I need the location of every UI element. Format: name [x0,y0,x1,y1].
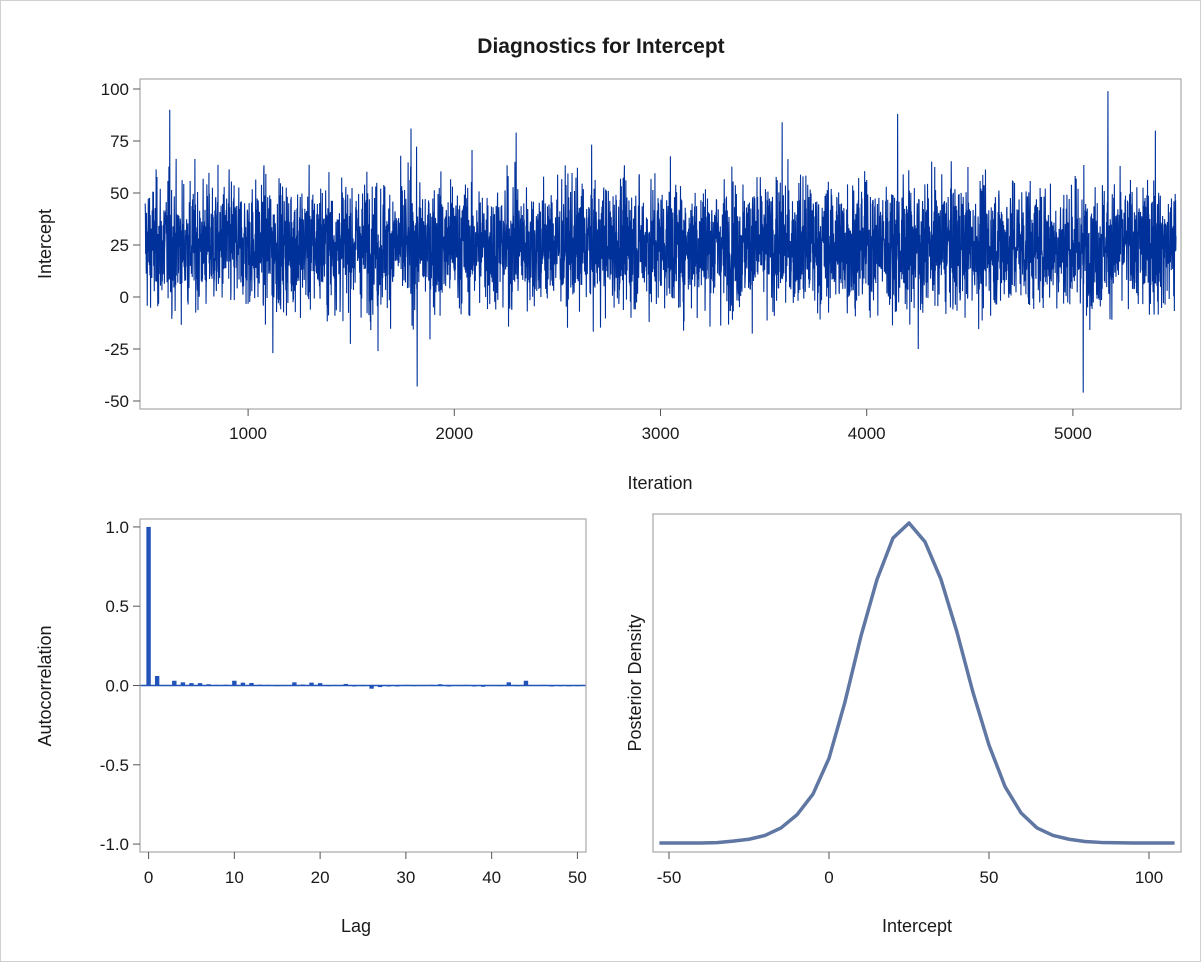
autocorrelation-x-tick-label: 40 [482,868,501,887]
autocorrelation-bar [180,682,186,686]
trace-line [144,91,1177,393]
autocorrelation-x-axis: 0 10 20 30 40 50 [144,852,587,887]
autocorrelation-bar [292,682,297,686]
trace-y-tick-label: 75 [110,132,129,151]
autocorrelation-y-tick-label: 0.0 [105,677,129,696]
trace-x-axis-label: Iteration [627,473,692,493]
posterior-density-panel: -50 0 50 100 Intercept Posterior Density [625,513,1182,936]
trace-y-tick-label: -50 [104,392,129,411]
autocorrelation-bars [146,526,580,689]
autocorrelation-bar [309,682,314,686]
posterior-density-curve [659,521,1175,845]
posterior-density-x-tick-label: 0 [824,868,833,887]
autocorrelation-y-axis-label: Autocorrelation [35,625,55,746]
trace-y-tick-label: -25 [104,340,129,359]
posterior-density-x-tick-label: 100 [1135,868,1163,887]
autocorrelation-y-tick-label: 0.5 [105,597,129,616]
autocorrelation-bar [154,675,160,686]
autocorrelation-x-tick-label: 10 [225,868,244,887]
trace-y-tick-label: 25 [110,236,129,255]
autocorrelation-x-tick-label: 0 [144,868,153,887]
trace-series [144,91,1177,393]
posterior-density-x-tick-label: -50 [657,868,682,887]
posterior-density-x-axis: -50 0 50 100 [657,852,1163,887]
trace-y-tick-label: 100 [101,80,129,99]
trace-y-axis-label: Intercept [35,209,55,279]
trace-x-tick-label: 5000 [1054,424,1092,443]
autocorrelation-x-axis-label: Lag [341,916,371,936]
posterior-density-y-axis-label: Posterior Density [625,614,645,751]
posterior-density-x-tick-label: 50 [980,868,999,887]
autocorrelation-bar [197,683,203,686]
figure-title: Diagnostics for Intercept [477,35,724,58]
trace-x-tick-label: 3000 [642,424,680,443]
trace-x-tick-label: 1000 [229,424,267,443]
posterior-density-frame [652,513,1182,853]
autocorrelation-bar [232,680,237,686]
autocorrelation-y-tick-label: -1.0 [100,835,129,854]
trace-y-tick-label: 0 [120,288,129,307]
autocorrelation-bar [249,682,254,686]
autocorrelation-x-tick-label: 30 [396,868,415,887]
autocorrelation-panel: 0 10 20 30 40 50 -1.0 -0.5 0.0 0.5 1.0 Lag Autoco… [35,518,587,936]
autocorrelation-bar [523,680,529,686]
autocorrelation-bar [506,682,512,686]
autocorrelation-bar [369,685,374,689]
trace-x-tick-label: 2000 [435,424,473,443]
autocorrelation-x-tick-label: 20 [311,868,330,887]
autocorrelation-bar [189,683,194,686]
trace-x-axis: 1000 2000 3000 4000 5000 [229,409,1092,443]
autocorrelation-x-tick-label: 50 [568,868,587,887]
trace-plot-panel: 1000 2000 3000 4000 5000 -50 -25 0 25 50 75 100 It… [35,78,1182,493]
autocorrelation-bar [240,682,246,686]
trace-y-tick-label: 50 [110,184,129,203]
trace-x-tick-label: 4000 [848,424,886,443]
trace-y-axis: -50 -25 0 25 50 75 100 [101,80,140,411]
autocorrelation-y-tick-label: 1.0 [105,518,129,537]
autocorrelation-bar [317,683,323,686]
autocorrelation-bar [172,680,177,686]
autocorrelation-y-tick-label: -0.5 [100,756,129,775]
posterior-density-x-axis-label: Intercept [882,916,952,936]
autocorrelation-bar [146,526,151,686]
autocorrelation-y-axis: -1.0 -0.5 0.0 0.5 1.0 [100,518,140,854]
